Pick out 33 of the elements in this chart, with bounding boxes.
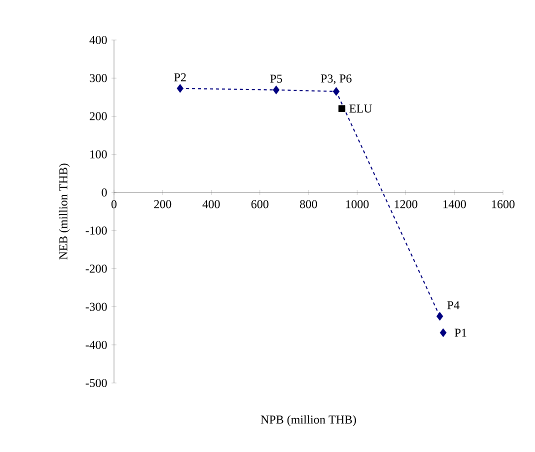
point <box>272 86 280 94</box>
point <box>440 328 447 338</box>
x-tick-label: 400 <box>202 200 220 208</box>
x-tick-label: 1200 <box>394 200 418 208</box>
x-tick-label: 1000 <box>346 200 369 208</box>
x-tick-label: 1400 <box>443 200 466 208</box>
x-tick-label: 0 <box>111 200 117 208</box>
y-tick-label: 0 <box>102 188 107 196</box>
x-tick-label: 800 <box>300 200 318 208</box>
y-tick-label: 100 <box>90 150 107 158</box>
y-tick-label: -200 <box>86 264 107 273</box>
annotation: P3, P6 <box>320 74 352 84</box>
y-tick-label: 300 <box>90 74 107 82</box>
point <box>436 312 444 321</box>
y-tick-label: 400 <box>90 36 107 44</box>
annotation: P4 <box>447 301 460 310</box>
y-tick-label: -500 <box>86 378 107 388</box>
y-tick-label: 200 <box>90 112 107 120</box>
annotation: P1 <box>454 328 466 337</box>
y-tick-label: -100 <box>86 226 107 235</box>
point <box>176 84 184 93</box>
point <box>332 87 340 96</box>
x-axis-title: NPB (million THB) <box>260 415 356 426</box>
annotation: P5 <box>270 74 282 83</box>
annotation: P2 <box>174 73 186 82</box>
y-tick-label: -400 <box>86 340 107 349</box>
x-tick-label: 200 <box>154 200 172 208</box>
y-axis-title: NEB (million THB) <box>58 164 70 260</box>
annotation: ELU <box>349 104 372 113</box>
x-tick-label: 600 <box>251 200 268 208</box>
y-tick-label: -300 <box>86 302 107 311</box>
x-tick-label: 1600 <box>492 200 515 208</box>
point <box>338 105 346 112</box>
